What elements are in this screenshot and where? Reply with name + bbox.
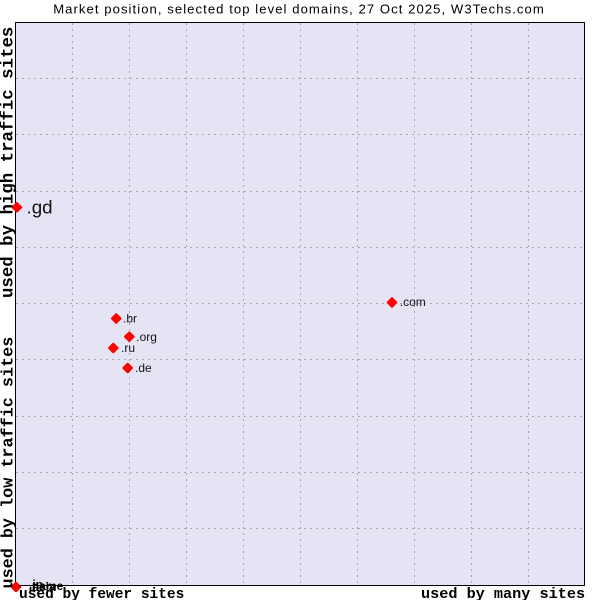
svg-text:.com: .com: [400, 295, 426, 309]
svg-text:.de: .de: [135, 361, 152, 375]
svg-text:.jp: .jp: [29, 578, 43, 592]
svg-text:.gd: .gd: [27, 196, 53, 217]
svg-text:.ru: .ru: [121, 341, 135, 355]
svg-text:used by many sites: used by many sites: [421, 585, 585, 600]
svg-text:used by fewer sites: used by fewer sites: [19, 587, 184, 600]
svg-text:used by high traffic sites: used by high traffic sites: [0, 27, 19, 298]
svg-text:.org: .org: [136, 330, 157, 344]
svg-text:.asia: .asia: [29, 580, 56, 594]
svg-text:.br: .br: [123, 312, 137, 326]
svg-text:.name: .name: [29, 579, 64, 593]
svg-text:Market position, selected top: Market position, selected top level doma…: [53, 2, 545, 17]
svg-text:used by low traffic sites: used by low traffic sites: [0, 337, 19, 589]
